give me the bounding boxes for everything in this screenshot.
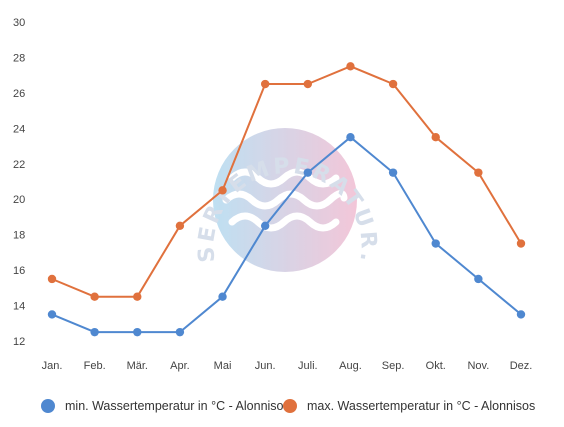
legend-marker (41, 399, 55, 413)
legend: min. Wassertemperatur in °C - Alonnisos m… (41, 399, 535, 413)
data-point[interactable] (260, 79, 270, 89)
series-2 (47, 62, 526, 301)
data-point[interactable] (516, 310, 526, 319)
y-tick-label: 16 (13, 265, 25, 277)
x-tick-label: Apr. (170, 360, 190, 372)
legend-label: max. Wassertemperatur in °C - Alonnisos (307, 399, 535, 413)
x-tick-label: Mär. (127, 360, 148, 372)
y-tick-label: 20 (13, 194, 25, 206)
series-1 (47, 132, 526, 337)
data-point[interactable] (431, 239, 440, 248)
x-tick-label: Jan. (42, 360, 63, 372)
data-point[interactable] (346, 62, 355, 71)
series-layer (47, 62, 526, 337)
data-point[interactable] (388, 168, 398, 177)
x-tick-label: Feb. (84, 360, 106, 372)
y-tick-label: 18 (13, 230, 25, 242)
x-axis: Jan. Feb. Mär. Apr. Mai Jun. Juli. Aug. Sep. Okt.… (42, 360, 533, 372)
data-point[interactable] (133, 327, 142, 337)
data-point[interactable] (431, 132, 440, 142)
series-line (51, 65, 522, 298)
data-point[interactable] (133, 292, 142, 301)
x-tick-label: Okt. (426, 360, 446, 372)
y-tick-label: 12 (13, 336, 25, 348)
x-tick-label: Juli. (298, 360, 318, 372)
data-point[interactable] (260, 221, 270, 231)
data-point[interactable] (175, 327, 185, 337)
y-tick-label: 28 (13, 52, 25, 64)
data-point[interactable] (516, 239, 526, 248)
legend-item[interactable]: max. Wassertemperatur in °C - Alonnisos (283, 399, 535, 413)
data-point[interactable] (90, 327, 99, 337)
data-point[interactable] (218, 292, 227, 301)
data-point[interactable] (474, 274, 483, 284)
x-tick-label: Jun. (255, 360, 276, 372)
data-point[interactable] (388, 79, 398, 89)
x-tick-label: Mai (214, 360, 232, 372)
y-tick-label: 22 (13, 159, 25, 171)
y-tick-label: 24 (13, 123, 25, 135)
data-point[interactable] (303, 79, 313, 89)
y-tick-label: 30 (13, 17, 25, 29)
data-point[interactable] (474, 168, 483, 177)
data-point[interactable] (346, 132, 355, 142)
x-tick-label: Dez. (510, 360, 533, 372)
watermark-logo: WASSERTEMPERATUR.ORG (0, 0, 378, 272)
data-point[interactable] (303, 168, 313, 177)
y-axis: 12 14 16 18 20 22 24 26 28 30 (13, 17, 25, 348)
legend-item[interactable]: min. Wassertemperatur in °C - Alonnisos (41, 399, 290, 413)
data-point[interactable] (175, 221, 185, 231)
data-point[interactable] (218, 186, 227, 195)
data-point[interactable] (90, 292, 99, 301)
data-point[interactable] (47, 274, 57, 284)
data-point[interactable] (47, 310, 57, 319)
series-line (51, 136, 522, 334)
x-tick-label: Aug. (339, 360, 362, 372)
legend-label: min. Wassertemperatur in °C - Alonnisos (65, 399, 290, 413)
legend-marker (283, 399, 297, 413)
y-tick-label: 26 (13, 88, 25, 100)
y-tick-label: 14 (13, 301, 25, 313)
x-tick-label: Sep. (382, 360, 405, 372)
x-tick-label: Nov. (467, 360, 489, 372)
